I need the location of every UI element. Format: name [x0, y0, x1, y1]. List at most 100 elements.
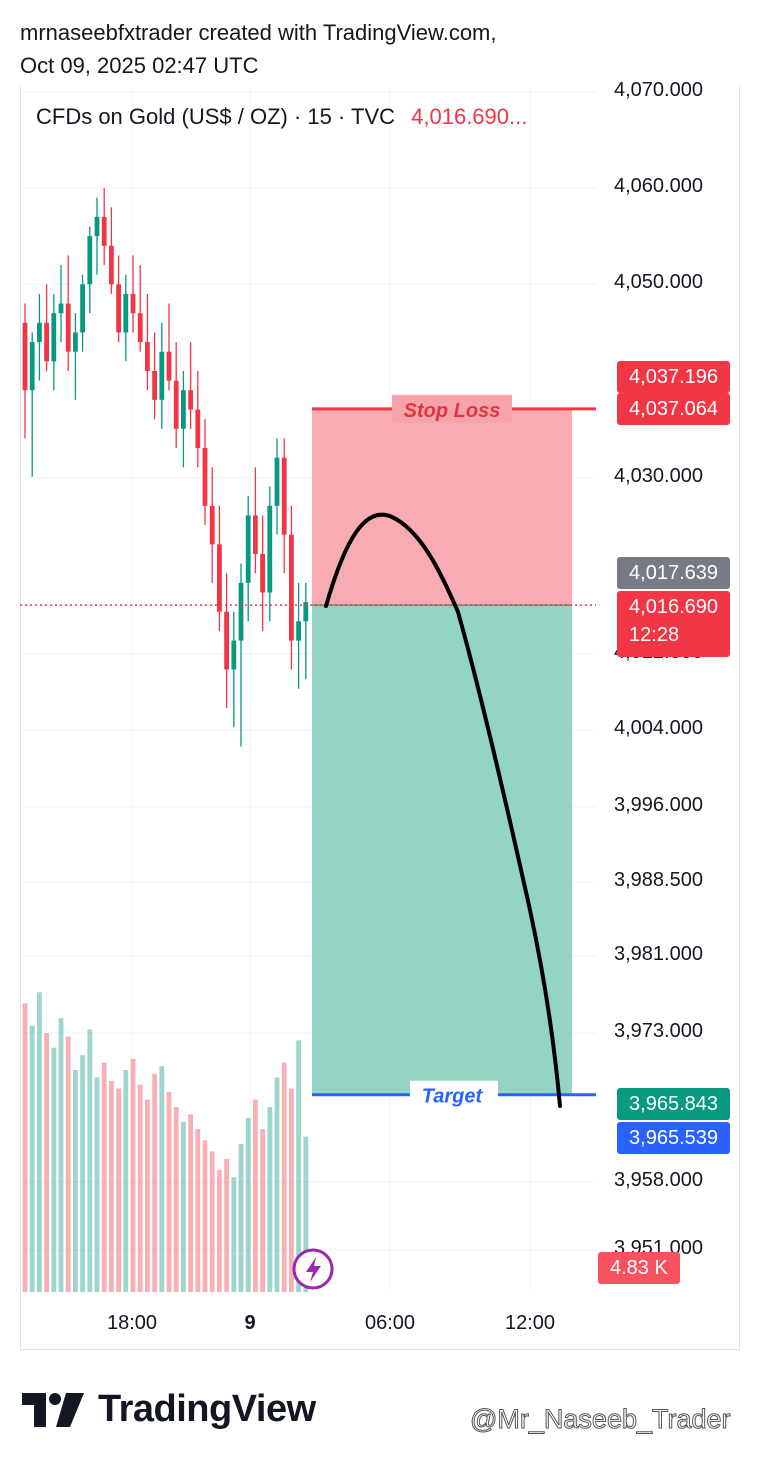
timestamp-line: Oct 09, 2025 02:47 UTC	[20, 53, 259, 78]
volume-bar	[296, 1040, 301, 1292]
target-price-label: 3,965.843	[617, 1088, 730, 1120]
candle	[73, 313, 78, 400]
volume-bar	[159, 1066, 165, 1292]
stop-loss-price-label: 4,037.064	[617, 393, 730, 425]
volume-bar	[173, 1107, 179, 1292]
volume-bar	[274, 1077, 280, 1292]
author-line: mrnaseebfxtrader created with TradingVie…	[20, 20, 497, 45]
symbol-price: 4,016.690...	[411, 104, 528, 129]
volume-bar	[195, 1129, 201, 1292]
volume-bar	[101, 1062, 107, 1292]
volume-bar	[152, 1073, 157, 1292]
volume-bar	[87, 1029, 93, 1292]
volume-bar	[94, 1077, 100, 1292]
prev-price-label: 4,017.639	[617, 557, 730, 589]
volume-bar	[253, 1099, 258, 1292]
last-price-label: 4,016.690 12:28	[617, 591, 730, 657]
volume-bar	[130, 1058, 136, 1292]
volume-bar	[29, 1025, 35, 1292]
price-tick-label: 4,060.000	[614, 175, 703, 197]
stop-loss-zone[interactable]	[312, 408, 572, 606]
candle	[217, 505, 222, 631]
projection-curve[interactable]	[324, 512, 562, 1108]
candle	[224, 573, 229, 709]
candle	[253, 467, 258, 574]
candle	[281, 438, 287, 574]
time-tick-label: 9	[244, 1312, 256, 1334]
tradingview-wordmark: TradingView	[98, 1388, 316, 1430]
tradingview-logo: TradingView	[22, 1388, 316, 1431]
tradingview-logo-icon	[22, 1392, 84, 1427]
candle	[37, 293, 42, 381]
candle	[101, 188, 107, 266]
stop-loss-text: Stop Loss	[404, 400, 501, 422]
volume-bar	[44, 1033, 49, 1292]
candle	[80, 274, 85, 352]
chart-frame	[20, 86, 740, 1350]
price-tick-label: 4,004.000	[614, 717, 703, 739]
symbol-legend[interactable]: CFDs on Gold (US$ / OZ) · 15 · TVC 4,016…	[36, 104, 527, 130]
volume-bar	[80, 1055, 85, 1292]
volume-bar	[22, 1003, 28, 1292]
volume-bar	[145, 1099, 150, 1292]
candle	[181, 370, 186, 468]
candle	[137, 265, 143, 352]
volume-bar	[188, 1114, 193, 1292]
candle	[51, 293, 57, 391]
volume-bar	[65, 1036, 71, 1292]
candle	[22, 303, 28, 439]
candle	[58, 265, 64, 343]
volume-bar	[137, 1084, 143, 1292]
candle	[166, 303, 172, 391]
time-tick-label: 18:00	[106, 1312, 158, 1334]
volume-bar	[217, 1169, 222, 1292]
countdown: 12:28	[629, 624, 680, 646]
candle	[296, 582, 301, 689]
candle	[130, 255, 136, 333]
candle	[94, 197, 100, 275]
volume-bar	[58, 1018, 64, 1292]
volume-bar	[109, 1081, 114, 1292]
time-tick-label: 12:00	[504, 1312, 556, 1334]
volume-bar	[209, 1151, 215, 1292]
candle	[195, 370, 201, 468]
price-tick-label: 4,030.000	[614, 465, 703, 487]
candle	[65, 255, 71, 371]
last-price-value: 4,016.690	[629, 596, 718, 618]
volume-bar	[267, 1107, 273, 1292]
target-text: Target	[422, 1086, 484, 1108]
volume-bar	[51, 1047, 57, 1292]
author-watermark: @Mr_Naseeb_Trader	[470, 1404, 732, 1435]
target-zone[interactable]	[312, 605, 572, 1095]
price-tick-label: 3,981.000	[614, 943, 703, 965]
volume-bar	[123, 1070, 129, 1292]
candle	[173, 342, 179, 449]
volume-bar	[245, 1118, 251, 1292]
candle	[145, 293, 150, 391]
candle	[29, 332, 35, 477]
lightning-icon[interactable]	[292, 1248, 334, 1290]
volume-bar	[231, 1177, 237, 1292]
price-tick-label: 3,996.000	[614, 794, 703, 816]
time-tick-label: 06:00	[364, 1312, 416, 1334]
volume-label: 4.83 K	[598, 1252, 680, 1284]
price-tick-label: 3,973.000	[614, 1020, 703, 1042]
candle	[231, 611, 237, 728]
volume-bar	[303, 1136, 309, 1292]
volume-bar	[37, 992, 42, 1292]
candle	[188, 342, 193, 429]
candle	[152, 332, 157, 420]
price-tick-label: 4,070.000	[614, 79, 703, 101]
candle	[289, 505, 294, 670]
candle	[116, 255, 121, 343]
price-tick-label: 3,988.500	[614, 869, 703, 891]
candle	[274, 438, 280, 535]
candle	[123, 274, 129, 362]
candle	[209, 467, 215, 583]
high-marker-label: 4,037.196	[617, 361, 730, 393]
candle	[303, 582, 309, 680]
candle	[260, 515, 265, 631]
volume-bar	[289, 1088, 294, 1292]
candle	[44, 284, 49, 371]
